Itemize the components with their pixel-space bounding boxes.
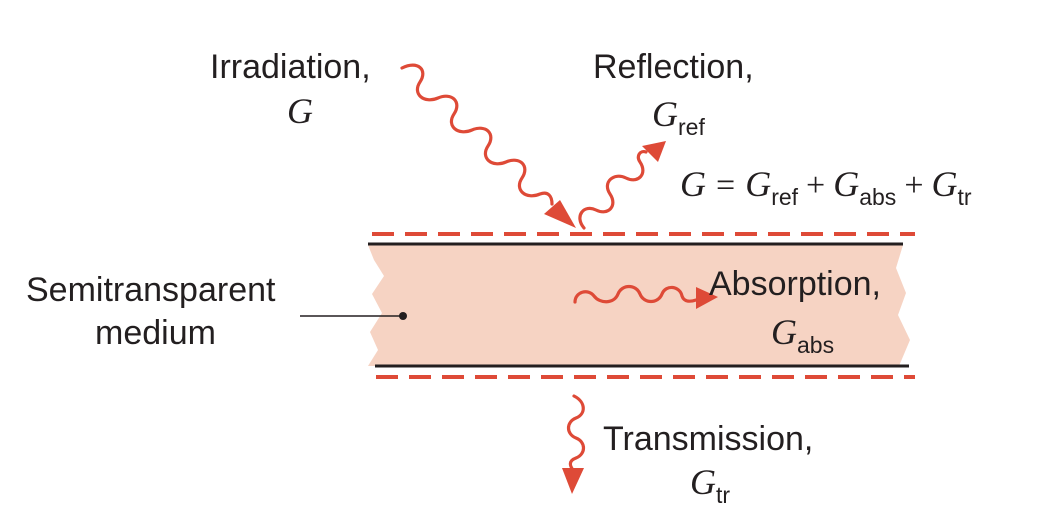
absorption-label: Absorption,	[709, 265, 881, 303]
wavy-arrow-icon	[573, 284, 698, 304]
equation-term-3: G	[932, 164, 958, 204]
absorption-ray	[573, 284, 718, 309]
wavy-arrow-icon	[400, 63, 554, 206]
wavy-arrow-icon	[578, 150, 648, 230]
reflection-symbol: Gref	[652, 94, 705, 140]
irradiation-symbol: G	[287, 91, 313, 131]
transmission-symbol: Gtr	[690, 462, 730, 508]
reflection-subscript: ref	[678, 114, 705, 140]
transmission-symbol-main: G	[690, 462, 716, 502]
irradiation-ray	[400, 63, 576, 228]
equation-term-1-subscript: ref	[771, 184, 798, 210]
transmission-subscript: tr	[716, 482, 730, 508]
absorption-symbol: Gabs	[771, 312, 834, 358]
medium-label-line1: Semitransparent	[26, 271, 276, 309]
reflection-symbol-main: G	[652, 94, 678, 134]
absorption-arrowhead	[696, 287, 718, 309]
medium-label-line2: medium	[95, 314, 216, 352]
equation-equals: =	[716, 167, 735, 204]
reflection-arrowhead	[642, 141, 666, 162]
absorption-subscript: abs	[797, 332, 834, 358]
irradiation-arrowhead	[544, 200, 576, 228]
reflection-label: Reflection,	[593, 48, 754, 86]
medium-slab	[368, 245, 910, 366]
equation-plus-1: +	[806, 167, 825, 204]
equation-plus-2: +	[904, 167, 923, 204]
transmission-label: Transmission,	[603, 420, 813, 458]
transmission-arrowhead	[562, 468, 584, 494]
irradiation-label: Irradiation,	[210, 48, 371, 86]
equation-term-2-subscript: abs	[859, 184, 896, 210]
absorption-symbol-main: G	[771, 312, 797, 352]
equation-term-2: G	[833, 164, 859, 204]
transmission-ray	[562, 394, 586, 494]
wavy-arrow-icon	[566, 394, 586, 472]
medium-leader-dot	[399, 312, 407, 320]
reflection-ray	[578, 141, 666, 230]
equation: G = Gref + Gabs + Gtr	[680, 164, 972, 210]
equation-term-3-subscript: tr	[958, 184, 972, 210]
equation-lhs: G	[680, 164, 706, 204]
equation-term-1: G	[745, 164, 771, 204]
